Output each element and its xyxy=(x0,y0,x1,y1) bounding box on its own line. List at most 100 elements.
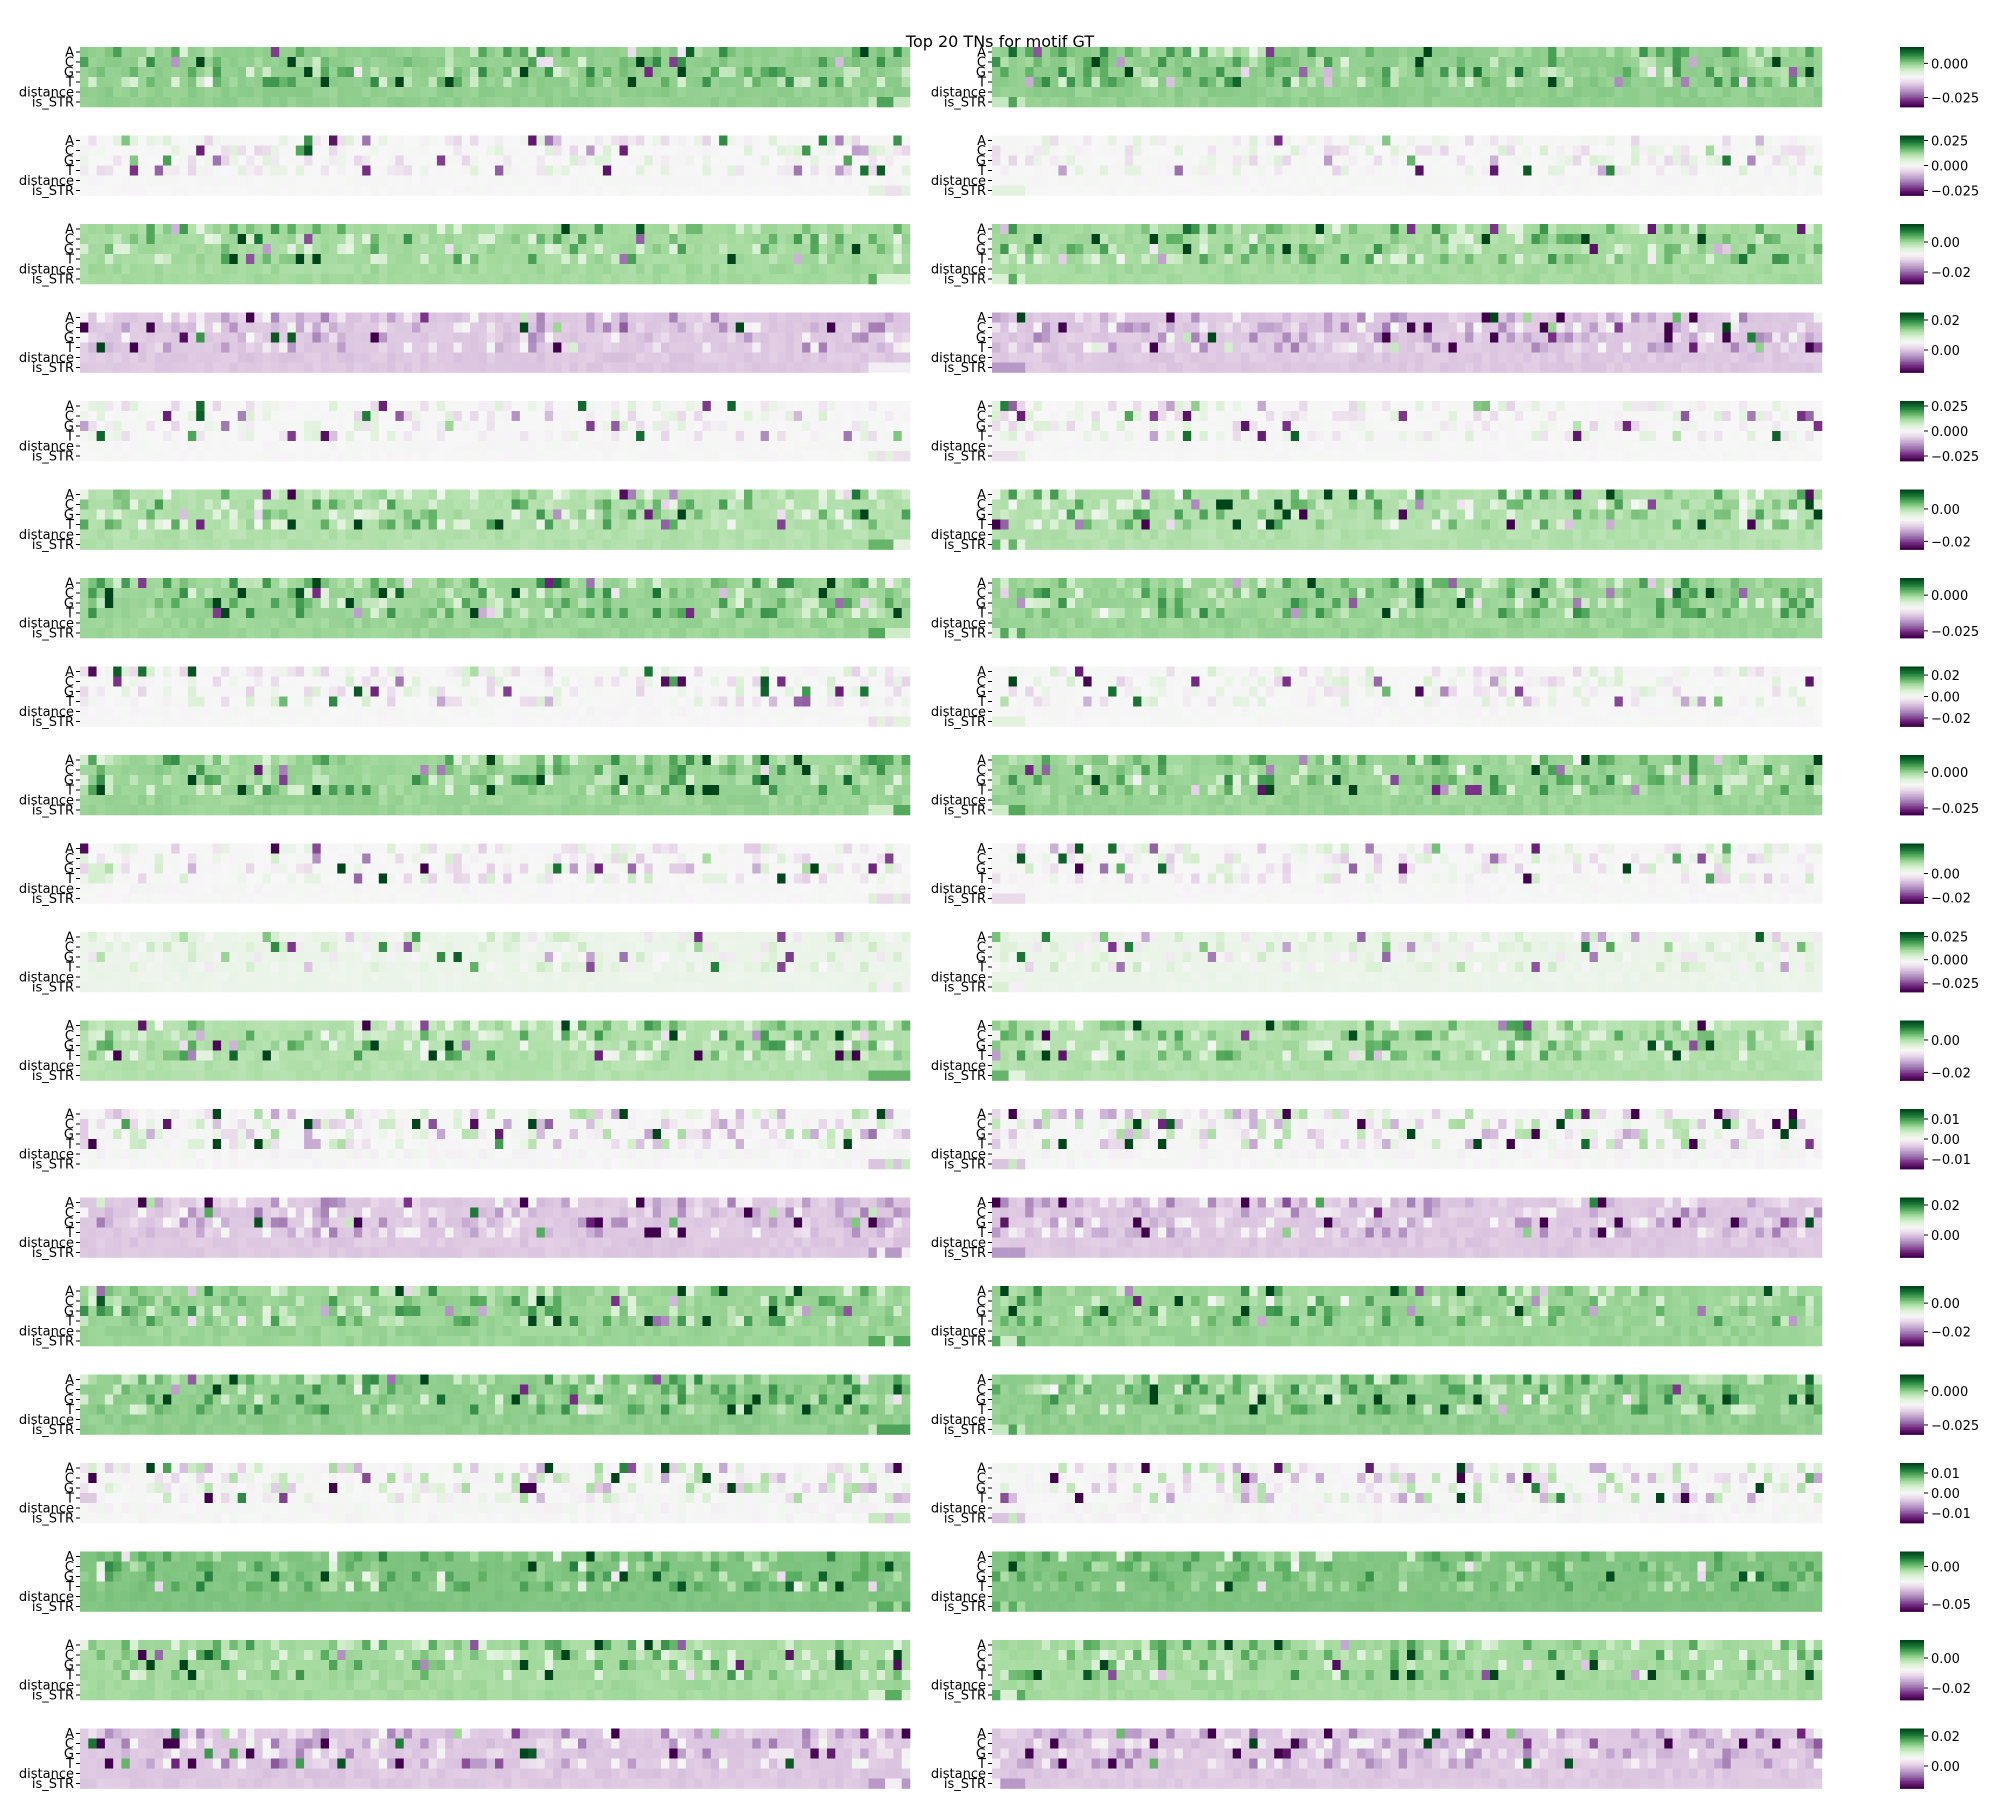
heatmap-cell xyxy=(1373,352,1383,363)
heatmap-cell xyxy=(1141,332,1150,343)
heatmap-cell xyxy=(187,264,197,275)
heatmap-cell xyxy=(586,244,595,255)
heatmap-cell xyxy=(1639,87,1648,98)
heatmap-cell xyxy=(1606,47,1615,58)
heatmap-cell xyxy=(835,274,844,285)
heatmap-cell xyxy=(835,352,844,363)
heatmap-cell xyxy=(827,234,836,245)
heatmap-cell xyxy=(1564,254,1574,265)
heatmap-cell xyxy=(752,264,761,275)
heatmap-cell xyxy=(710,332,720,343)
heatmap-cell xyxy=(1722,87,1731,98)
heatmap-cell xyxy=(1597,185,1607,196)
heatmap-cell xyxy=(187,67,197,78)
heatmap-cell xyxy=(1689,352,1698,363)
heatmap-cell xyxy=(1141,165,1150,176)
heatmap-cell xyxy=(827,185,836,196)
heatmap-cell xyxy=(1490,322,1499,333)
heatmap-cell xyxy=(370,362,380,373)
heatmap-cell xyxy=(1606,145,1615,156)
heatmap-cell xyxy=(1008,185,1018,196)
heatmap-cell xyxy=(1016,342,1026,353)
heatmap-cell xyxy=(752,244,761,255)
heatmap-cell xyxy=(793,135,803,146)
heatmap-cell xyxy=(777,352,786,363)
heatmap-cell xyxy=(1191,234,1200,245)
heatmap-cell xyxy=(1589,332,1599,343)
heatmap-cell xyxy=(1124,352,1134,363)
heatmap-cell xyxy=(279,155,288,166)
heatmap-panel xyxy=(80,224,911,285)
heatmap-cell xyxy=(1589,322,1599,333)
heatmap-cell xyxy=(370,135,380,146)
heatmap-cell xyxy=(1158,322,1167,333)
heatmap-cell xyxy=(602,47,612,58)
heatmap-cell xyxy=(1813,234,1823,245)
heatmap-cell xyxy=(1506,332,1516,343)
heatmap-cell xyxy=(827,165,836,176)
heatmap-cell xyxy=(1763,175,1773,186)
heatmap-cell xyxy=(1697,87,1707,98)
heatmap-cell xyxy=(685,155,695,166)
heatmap-cell xyxy=(661,244,670,255)
heatmap-cell xyxy=(1498,254,1507,265)
heatmap-cell xyxy=(445,254,454,265)
heatmap-cell xyxy=(187,224,197,235)
heatmap-cell xyxy=(810,264,819,275)
heatmap-cell xyxy=(1473,322,1482,333)
heatmap-cell xyxy=(1498,342,1507,353)
heatmap-cell xyxy=(1506,87,1516,98)
heatmap-cell xyxy=(395,155,404,166)
heatmap-cell xyxy=(619,155,629,166)
heatmap-cell xyxy=(1149,87,1159,98)
heatmap-cell xyxy=(246,332,255,343)
heatmap-cell xyxy=(1481,185,1491,196)
heatmap-cell xyxy=(1763,97,1773,108)
heatmap-cell xyxy=(860,185,869,196)
heatmap-cell xyxy=(1797,332,1806,343)
heatmap-cell xyxy=(138,322,147,333)
heatmap-cell xyxy=(1722,97,1731,108)
row-label: distance xyxy=(931,263,986,278)
heatmap-cell xyxy=(1315,67,1325,78)
heatmap-cell xyxy=(320,332,330,343)
heatmap-cell xyxy=(901,254,911,265)
heatmap-cell xyxy=(719,332,728,343)
heatmap-cell xyxy=(1199,264,1209,275)
heatmap-cell xyxy=(1647,57,1657,68)
heatmap-cell xyxy=(179,234,189,245)
heatmap-cell xyxy=(1415,352,1424,363)
heatmap-cell xyxy=(503,145,512,156)
heatmap-cell xyxy=(80,352,89,363)
heatmap-cell xyxy=(1141,224,1150,235)
heatmap-cell xyxy=(262,77,272,88)
heatmap-cell xyxy=(387,362,396,373)
heatmap-cell xyxy=(196,274,205,285)
heatmap-cell xyxy=(1133,135,1142,146)
heatmap-cell xyxy=(146,362,155,373)
heatmap-cell xyxy=(221,342,230,353)
heatmap-cell xyxy=(619,47,629,58)
heatmap-cell xyxy=(1008,77,1018,88)
heatmap-cell xyxy=(661,87,670,98)
heatmap-cell xyxy=(1299,47,1308,58)
heatmap-cell xyxy=(1531,77,1541,88)
heatmap-cell xyxy=(1133,234,1142,245)
heatmap-cell xyxy=(1108,67,1117,78)
heatmap-cell xyxy=(777,244,786,255)
heatmap-cell xyxy=(1514,264,1524,275)
heatmap-cell xyxy=(1241,312,1250,323)
heatmap-cell xyxy=(154,254,164,265)
heatmap-cell xyxy=(1763,244,1773,255)
heatmap-cell xyxy=(1431,362,1441,373)
heatmap-cell xyxy=(1008,135,1018,146)
heatmap-cell xyxy=(1091,165,1101,176)
heatmap-cell xyxy=(329,185,338,196)
heatmap-cell xyxy=(1299,67,1308,78)
heatmap-cell xyxy=(362,332,371,343)
heatmap-cell xyxy=(262,312,272,323)
heatmap-cell xyxy=(1697,67,1707,78)
heatmap-cell xyxy=(561,185,570,196)
heatmap-cell xyxy=(1315,224,1325,235)
heatmap-cell xyxy=(412,175,421,186)
